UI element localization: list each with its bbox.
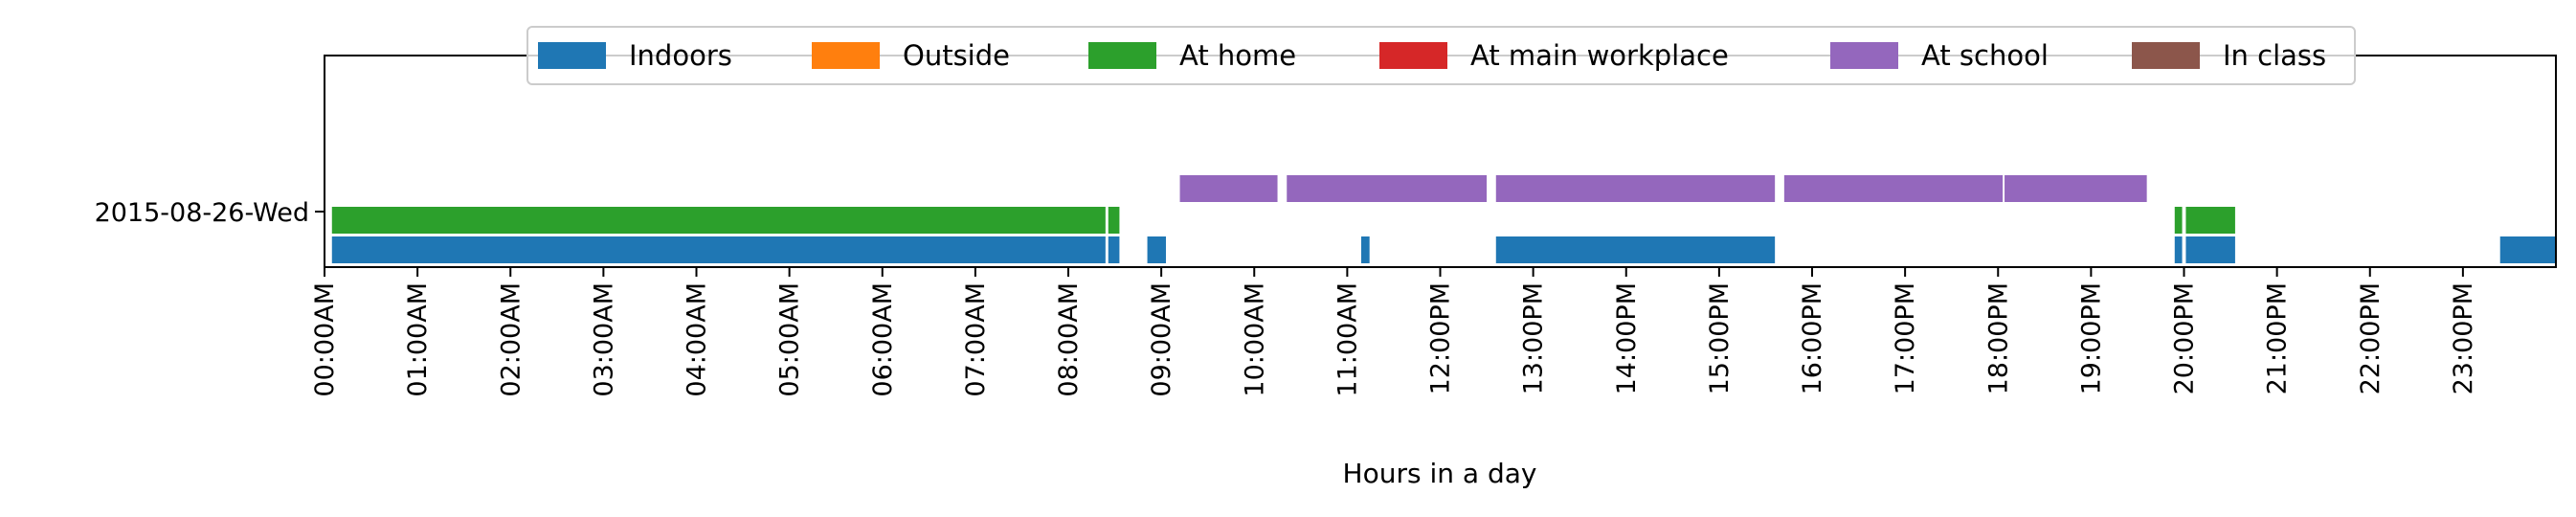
x-tick-label: 01:00AM: [403, 282, 433, 397]
legend-swatch: [538, 42, 606, 69]
legend-swatch: [1088, 42, 1156, 69]
x-tick-label: 17:00PM: [1891, 282, 1920, 394]
bar-at-school-2: [1495, 175, 1776, 202]
x-tick-label: 08:00AM: [1054, 282, 1084, 397]
x-tick-label: 15:00PM: [1705, 282, 1735, 394]
x-tick-label: 16:00PM: [1798, 282, 1827, 394]
bar-indoors-7: [2499, 236, 2556, 263]
bar-indoors-1: [1108, 236, 1120, 263]
x-tick-label: 04:00AM: [683, 282, 712, 397]
bar-indoors-5: [2174, 236, 2183, 263]
bar-indoors-3: [1360, 236, 1370, 263]
legend-label: Outside: [903, 39, 1010, 72]
x-tick-label: 22:00PM: [2356, 282, 2386, 394]
x-tick-label: 18:00PM: [1983, 282, 2013, 394]
y-tick-label: 2015-08-26-Wed: [95, 198, 309, 228]
bar-indoors-6: [2185, 236, 2235, 263]
bar-at-school-4: [2005, 175, 2147, 202]
x-tick-label: 07:00AM: [961, 282, 991, 397]
bar-indoors-2: [1147, 236, 1166, 263]
x-tick-label: 12:00PM: [1426, 282, 1456, 394]
x-tick-label: 09:00AM: [1147, 282, 1176, 397]
y-axis: 2015-08-26-Wed: [95, 198, 325, 228]
bar-indoors-4: [1495, 236, 1776, 263]
x-tick-label: 02:00AM: [496, 282, 526, 397]
legend-swatch: [1830, 42, 1898, 69]
bar-at-school-3: [1783, 175, 2004, 202]
x-tick-label: 06:00AM: [868, 282, 898, 397]
x-tick-label: 13:00PM: [1519, 282, 1549, 394]
legend-swatch: [812, 42, 880, 69]
legend: Indoors Outside At home At main workplace At…: [526, 26, 2356, 85]
x-tick-label: 11:00AM: [1333, 282, 1362, 397]
x-tick-label: 05:00AM: [775, 282, 805, 397]
legend-swatch: [2132, 42, 2200, 69]
bar-at-home-2: [2174, 207, 2183, 234]
bars-layer: [331, 175, 2556, 263]
x-tick-label: 20:00PM: [2170, 282, 2200, 394]
legend-label: At school: [1921, 39, 2049, 72]
legend-label: At main workplace: [1470, 39, 1729, 72]
x-tick-label: 10:00AM: [1240, 282, 1269, 397]
bar-at-home-3: [2185, 207, 2235, 234]
x-tick-label: 14:00PM: [1612, 282, 1642, 394]
x-tick-label: 03:00AM: [589, 282, 618, 397]
x-axis: 00:00AM 01:00AM 02:00AM 03:00AM 04:00AM 05:00…: [310, 267, 2478, 397]
legend-label: At home: [1179, 39, 1296, 72]
x-tick-label: 21:00PM: [2263, 282, 2293, 394]
bar-at-school-0: [1179, 175, 1278, 202]
legend-label: Indoors: [629, 39, 732, 72]
bar-at-home-0: [331, 207, 1106, 234]
x-tick-label: 19:00PM: [2076, 282, 2106, 394]
x-tick-label: 00:00AM: [310, 282, 340, 397]
bar-at-school-1: [1287, 175, 1488, 202]
bar-indoors-0: [331, 236, 1106, 263]
plot-area: [325, 56, 2556, 267]
legend-label: In class: [2223, 39, 2326, 72]
legend-swatch: [1379, 42, 1447, 69]
x-axis-title: Hours in a day: [1343, 458, 1537, 489]
x-tick-label: 23:00PM: [2449, 282, 2478, 394]
bar-at-home-1: [1108, 207, 1120, 234]
